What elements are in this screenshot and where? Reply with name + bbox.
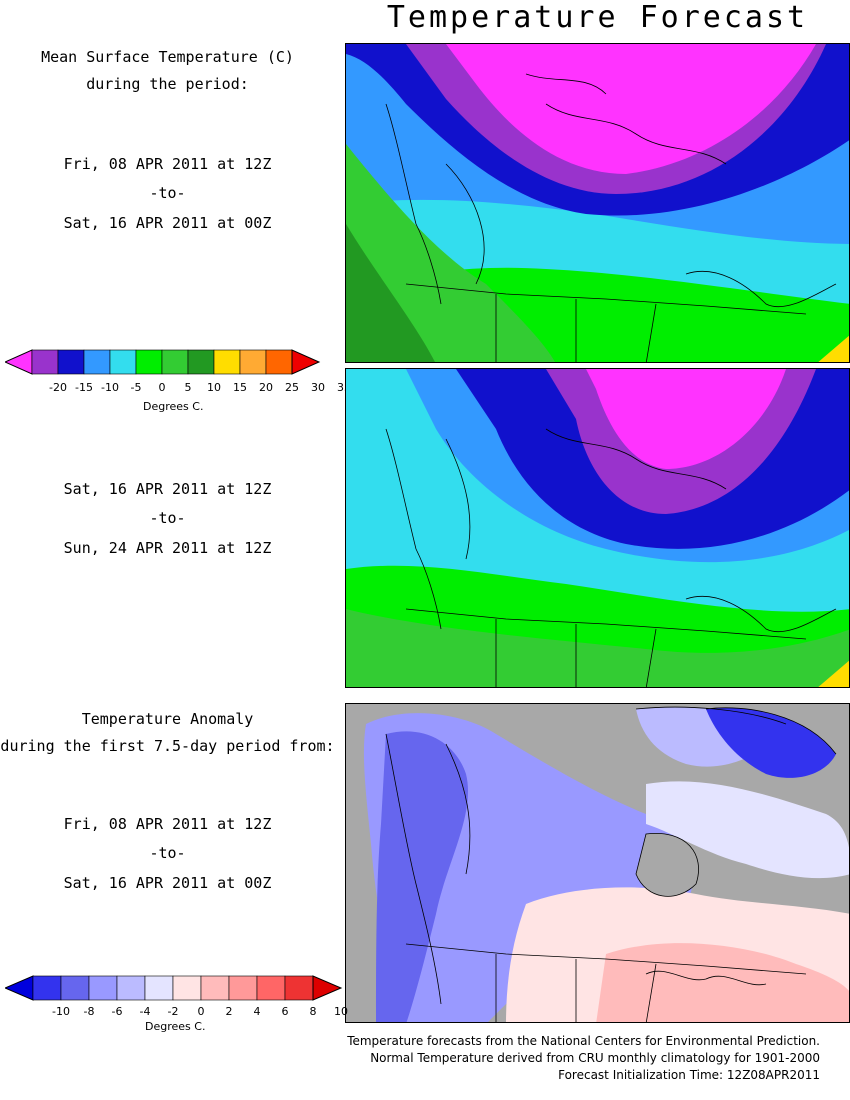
colorbar-cell <box>187 349 215 375</box>
temperature-colorbar-ticks: -20 -15 -10 -5 0 5 10 15 20 25 30 35 <box>0 381 351 395</box>
colorbar-tick-label: 0 <box>158 381 166 394</box>
page-title: Temperature Forecast <box>386 0 809 35</box>
colorbar-tick-label: 8 <box>309 1005 317 1018</box>
colorbar-tick-label: -5 <box>130 381 142 394</box>
colorbar-cell <box>57 349 85 375</box>
temperature-colorbar-svg <box>3 349 321 375</box>
anomaly-colorbar-unit: Degrees C. <box>145 1020 206 1033</box>
colorbar-high-arrow <box>291 349 321 375</box>
colorbar-tick-label: -2 <box>167 1005 179 1018</box>
colorbar-cell <box>213 349 241 375</box>
colorbar-tick-label: 4 <box>253 1005 261 1018</box>
colorbar-cell <box>228 975 258 1001</box>
colorbar-cell <box>172 975 202 1001</box>
panel1-heading-line2: during the period: <box>86 75 249 93</box>
colorbar-cell <box>60 975 90 1001</box>
colorbar-cell <box>116 975 146 1001</box>
colorbar-cell <box>83 349 111 375</box>
panel1-end-date: Sat, 16 APR 2011 at 00Z <box>63 214 272 232</box>
colorbar-cell <box>32 975 62 1001</box>
temperature-anomaly-map <box>345 703 850 1023</box>
panel3-end-date: Sat, 16 APR 2011 at 00Z <box>63 874 272 892</box>
panel3-heading-line1: Temperature Anomaly <box>81 710 254 728</box>
anomaly-colorbar-svg <box>3 975 343 1001</box>
anomaly-colorbar <box>3 975 345 1005</box>
colorbar-tick-label: 2 <box>225 1005 233 1018</box>
panel3-to: -to- <box>149 844 186 862</box>
colorbar-cell <box>161 349 189 375</box>
colorbar-low-arrow <box>3 349 33 375</box>
colorbar-cell <box>265 349 293 375</box>
colorbar-cell <box>88 975 118 1001</box>
panel1-start-date: Fri, 08 APR 2011 at 12Z <box>63 155 272 173</box>
panel1-to: -to- <box>149 184 186 202</box>
colorbar-cell <box>256 975 286 1001</box>
credits: Temperature forecasts from the National … <box>347 1033 820 1084</box>
panel3-heading-line2: during the first 7.5-day period from: <box>0 737 335 755</box>
colorbar-cell <box>109 349 137 375</box>
colorbar-tick-label: 15 <box>233 381 247 394</box>
panel1-heading-line1: Mean Surface Temperature (C) <box>41 48 294 66</box>
credits-line2: Normal Temperature derived from CRU mont… <box>370 1051 820 1065</box>
panel2-end-date: Sun, 24 APR 2011 at 12Z <box>63 539 272 557</box>
colorbar-tick-label: 20 <box>259 381 273 394</box>
temperature-map-week1 <box>345 43 850 363</box>
panel3-start-date: Fri, 08 APR 2011 at 12Z <box>63 815 272 833</box>
colorbar-tick-label: -20 <box>49 381 67 394</box>
colorbar-tick-label: 30 <box>311 381 325 394</box>
colorbar-tick-label: -4 <box>139 1005 151 1018</box>
colorbar-tick-label: 5 <box>184 381 192 394</box>
colorbar-tick-label: 10 <box>334 1005 348 1018</box>
temperature-colorbar <box>3 349 345 379</box>
colorbar-tick-label: -10 <box>52 1005 70 1018</box>
panel2-to: -to- <box>149 509 186 527</box>
colorbar-tick-label: 0 <box>197 1005 205 1018</box>
credits-line3: Forecast Initialization Time: 12Z08APR20… <box>558 1068 820 1082</box>
colorbar-tick-label: -6 <box>111 1005 123 1018</box>
colorbar-cell <box>31 349 59 375</box>
temperature-map-week2 <box>345 368 850 688</box>
colorbar-cell <box>239 349 267 375</box>
colorbar-low-arrow <box>3 975 34 1001</box>
colorbar-tick-label: -10 <box>101 381 119 394</box>
colorbar-high-arrow <box>312 975 343 1001</box>
colorbar-tick-label: -8 <box>83 1005 95 1018</box>
panel2-start-date: Sat, 16 APR 2011 at 12Z <box>63 480 272 498</box>
colorbar-cell <box>135 349 163 375</box>
colorbar-tick-label: 25 <box>285 381 299 394</box>
temperature-colorbar-unit: Degrees C. <box>143 400 204 413</box>
colorbar-cell <box>200 975 230 1001</box>
colorbar-tick-label: 10 <box>207 381 221 394</box>
credits-line1: Temperature forecasts from the National … <box>347 1034 820 1048</box>
anomaly-colorbar-ticks: -10 -8 -6 -4 -2 0 2 4 6 8 10 <box>0 1005 348 1019</box>
colorbar-tick-label: 6 <box>281 1005 289 1018</box>
colorbar-cell <box>284 975 314 1001</box>
colorbar-tick-label: -15 <box>75 381 93 394</box>
colorbar-cell <box>144 975 174 1001</box>
